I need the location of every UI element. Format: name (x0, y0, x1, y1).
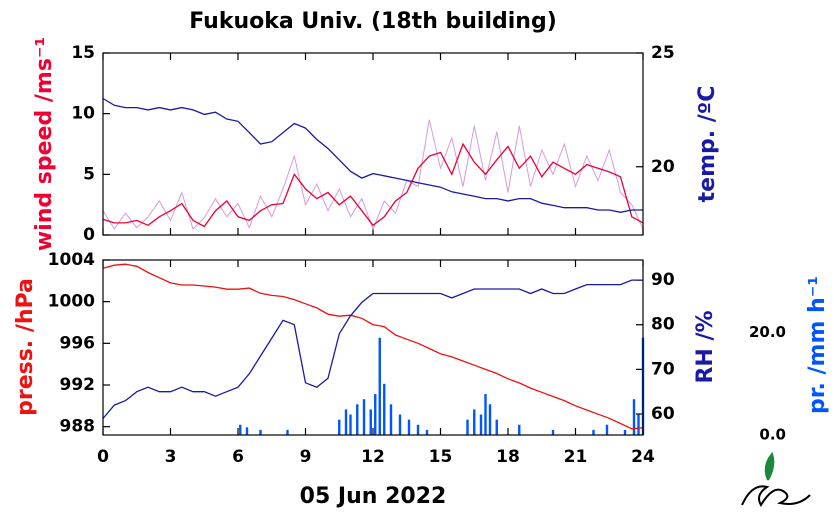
bar (425, 429, 429, 435)
series-line (102, 142, 644, 228)
bar (398, 414, 402, 435)
bar (605, 424, 609, 435)
x-tick-label: 15 (429, 447, 453, 467)
y2-tick-label: 20 (651, 157, 675, 177)
bar (344, 409, 348, 435)
bar (245, 427, 249, 435)
bar (479, 414, 483, 435)
x-tick-label: 3 (165, 447, 177, 467)
y2-axis-label: RH /% (693, 310, 718, 383)
plot-frame (102, 259, 644, 436)
series-line (102, 263, 644, 430)
y3-tick-label: 20.0 (749, 323, 786, 341)
x-tick-label: 12 (361, 447, 385, 467)
bar (466, 419, 469, 435)
y-axis-label: wind speed /ms⁻¹ (32, 37, 57, 251)
y-tick-label: 1004 (48, 250, 95, 270)
y2-tick-label: 25 (651, 43, 675, 63)
y-tick-label: 0 (83, 225, 95, 245)
y-tick-label: 5 (83, 164, 95, 184)
bar (623, 429, 627, 435)
bar (637, 414, 640, 435)
y-axis-label: press. /hPa (13, 278, 38, 416)
y2-tick-label: 70 (651, 359, 675, 379)
bar (551, 429, 555, 435)
bar (592, 429, 595, 435)
y-tick-label: 996 (60, 333, 96, 353)
bar (484, 394, 487, 435)
bar (383, 383, 386, 435)
x-tick-label: 0 (97, 447, 109, 467)
y2-tick-label: 60 (651, 404, 675, 424)
bar (378, 337, 381, 435)
y2-axis-label: temp. /ºC (695, 86, 720, 203)
bar (362, 399, 366, 435)
x-tick-label: 6 (232, 447, 244, 467)
plot-frame (102, 52, 644, 236)
y2-tick-label: 90 (651, 270, 675, 290)
bar (389, 404, 393, 435)
y-tick-label: 10 (71, 104, 95, 124)
y-tick-label: 992 (60, 375, 96, 395)
bar (369, 409, 372, 435)
bar (356, 404, 359, 435)
bar (488, 404, 492, 435)
bar (407, 419, 411, 435)
series-line (102, 97, 643, 213)
bar (473, 409, 476, 435)
bar (349, 414, 352, 435)
x-tick-label: 24 (631, 447, 655, 467)
bar (239, 424, 242, 435)
y2-tick-label: 80 (651, 315, 675, 335)
chart-title: Fukuoka Univ. (18th building) (189, 9, 557, 34)
bar (259, 429, 262, 435)
x-tick-label: 18 (496, 447, 520, 467)
bar (632, 399, 636, 435)
bar (495, 419, 498, 435)
bar (374, 394, 377, 435)
bar (286, 429, 289, 435)
bar (338, 419, 341, 435)
series-line (102, 119, 644, 231)
y-tick-label: 988 (60, 417, 96, 437)
bar (416, 424, 420, 435)
y-tick-label: 1000 (48, 292, 95, 312)
y3-tick-label: 0.0 (759, 426, 786, 444)
bar (518, 424, 521, 435)
y-tick-label: 15 (71, 43, 95, 63)
x-tick-label: 21 (564, 447, 588, 467)
series-line (102, 279, 643, 419)
x-axis-label: 05 Jun 2022 (300, 484, 447, 509)
x-tick-label: 9 (300, 447, 312, 467)
logo (741, 451, 811, 507)
y3-axis-label: pr. /mm h⁻¹ (805, 276, 830, 414)
